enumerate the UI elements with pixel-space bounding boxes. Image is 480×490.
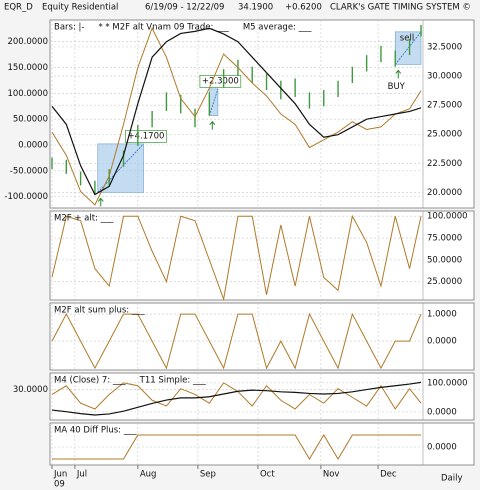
y-tick-label: 150.0000	[7, 63, 48, 73]
legend-entry: M4 (Close) 7: ___	[54, 376, 126, 386]
y-tick-label: 200.0000	[7, 37, 48, 47]
buy-arrow	[97, 197, 104, 207]
legend-entry: Bars: |-	[54, 23, 84, 33]
y2-tick-label: 75.0000	[427, 234, 462, 244]
y2-tick-label: 0.0000	[427, 407, 457, 417]
y2-tick-label: 25.0000	[427, 130, 462, 140]
entry-label: BUY	[388, 82, 406, 92]
y-tick-label: 100.0000	[7, 89, 48, 99]
exit-label: sell	[400, 33, 414, 43]
y-tick-label: 30.0000	[13, 385, 48, 395]
y2-tick-label: 0.0000	[427, 443, 457, 453]
system-name: CLARK's GATE TIMING SYSTEM ©	[330, 3, 471, 13]
frequency-label: Daily	[441, 474, 463, 484]
legend-entry: MA 40 Diff Plus: ___	[54, 426, 137, 436]
series-line	[51, 26, 422, 206]
legend-entry: * * M2F alt Vnam 09 Trade: ___	[98, 23, 229, 33]
date-range: 6/19/09 - 12/22/09	[145, 3, 224, 13]
series-line	[51, 214, 422, 302]
trade-line	[394, 31, 422, 65]
trade-result-box	[125, 130, 167, 143]
legend-entry: T11 Simple: ___	[139, 376, 207, 386]
y2-tick-label: 32.5000	[427, 42, 462, 52]
x-tick-label: Jul	[76, 470, 87, 480]
trade-result: +4.1700	[128, 131, 165, 141]
y2-tick-label: 100.0000	[427, 212, 468, 222]
series-line	[51, 312, 422, 370]
legend-entry: M5 average: ___	[243, 23, 312, 33]
x-tick-label: Dec	[380, 470, 397, 480]
series-line	[51, 27, 422, 196]
y2-tick-label: 22.5000	[427, 159, 462, 169]
y2-tick-label: 27.5000	[427, 101, 462, 111]
y-tick-label: 0.0000	[18, 140, 48, 150]
last-price: 34.1900	[238, 3, 273, 13]
y2-tick-label: 100.0000	[427, 378, 468, 388]
panel-frame	[49, 422, 475, 466]
company: Equity Residential	[42, 3, 118, 13]
buy-arrow	[395, 69, 402, 79]
panel-frame	[49, 210, 475, 301]
series-line	[51, 381, 422, 416]
x-tick-label: Sep	[200, 470, 216, 480]
change: +0.6200	[285, 3, 322, 13]
trade-result: +2.3000	[202, 76, 239, 86]
y2-tick-label: 30.0000	[427, 72, 462, 82]
y2-tick-label: 0.0000	[427, 337, 457, 347]
trade-result-box	[199, 75, 242, 88]
y-tick-label: -100.0000	[4, 192, 48, 202]
legend-entry: M2F alt sum plus: ___	[54, 306, 145, 316]
y2-tick-label: 20.0000	[427, 188, 462, 198]
x-tick-label: Oct	[260, 470, 275, 480]
y2-tick-label: 50.0000	[427, 255, 462, 265]
y2-tick-label: 1.0000	[427, 310, 457, 320]
y2-tick-label: 25.0000	[427, 277, 462, 287]
trade-line	[97, 143, 144, 193]
y-tick-label: 50.0000	[13, 115, 48, 125]
legend-entry: M2F + alt: ___	[54, 214, 114, 224]
x-tick-label: Jun	[53, 470, 67, 480]
trade-line	[208, 88, 219, 116]
buy-arrow	[209, 120, 216, 130]
symbol: EQR_D	[4, 3, 33, 13]
x-tick-label: Aug	[140, 470, 157, 480]
y-tick-label: -50.0000	[10, 166, 48, 176]
series-line	[52, 434, 421, 460]
year-label: 09	[54, 480, 65, 490]
x-tick-label: Nov	[323, 470, 340, 480]
